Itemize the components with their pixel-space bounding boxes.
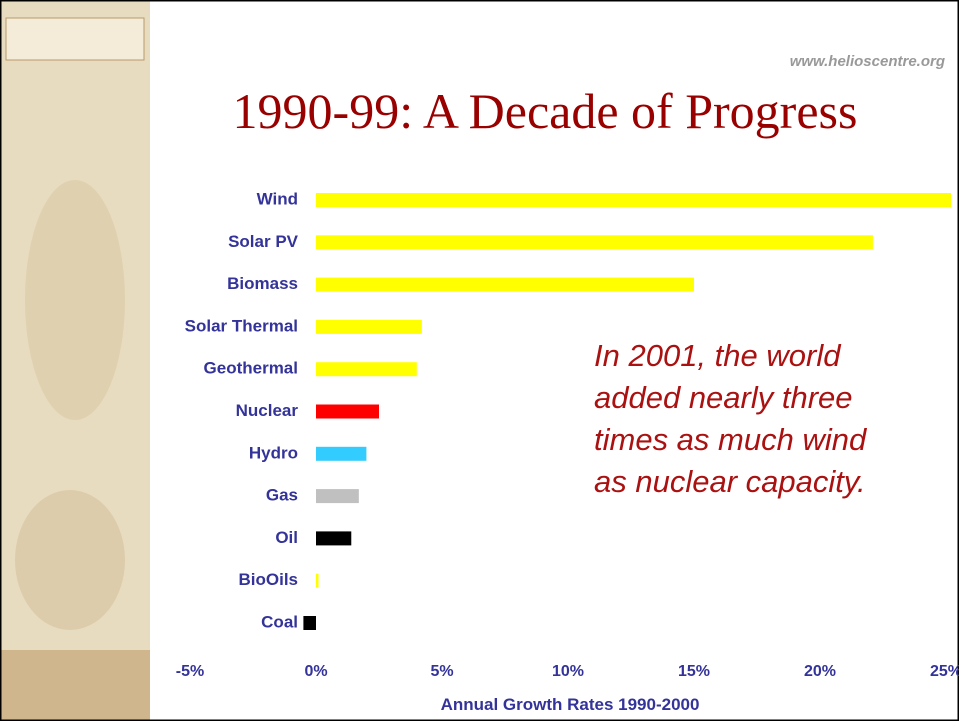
bar (316, 573, 319, 588)
y-tick-label: Solar Thermal (185, 316, 298, 335)
annotation: times as much wind (594, 422, 868, 457)
x-tick-label: 10% (552, 663, 584, 680)
chart-title: 1990-99: A Decade of Progress (233, 83, 858, 139)
bar (316, 489, 359, 504)
x-tick-label: 25% (930, 663, 959, 680)
logo (5, 17, 145, 61)
y-tick-label: BioOils (238, 570, 298, 589)
sidebar-art (15, 490, 125, 630)
annotation: In 2001, the world (594, 338, 842, 373)
y-tick-label: Hydro (249, 443, 298, 462)
y-tick-label: Geothermal (204, 359, 298, 378)
y-tick-label: Biomass (227, 274, 298, 293)
y-tick-label: Coal (261, 612, 298, 631)
annotation: added nearly three (594, 380, 853, 415)
x-tick-label: 5% (430, 663, 453, 680)
site-url: www.helioscentre.org (790, 53, 945, 70)
y-tick-label: Gas (266, 486, 298, 505)
y-tick-label: Wind (257, 189, 298, 208)
x-tick-label: 20% (804, 663, 836, 680)
bar (316, 446, 367, 461)
x-tick-label: -5% (176, 663, 204, 680)
y-tick-label: Oil (275, 528, 298, 547)
bar (316, 531, 352, 546)
sidebar-footer (0, 650, 150, 721)
y-tick-label: Solar PV (228, 232, 299, 251)
bar (316, 193, 952, 207)
x-tick-label: 0% (304, 663, 327, 680)
sidebar-art (25, 180, 125, 420)
bar (316, 404, 379, 419)
bar (316, 319, 422, 334)
bar (316, 277, 694, 292)
bar (316, 362, 417, 377)
bar (303, 616, 316, 630)
bar (316, 235, 873, 250)
y-tick-label: Nuclear (236, 401, 299, 420)
x-tick-label: 15% (678, 663, 710, 680)
annotation: as nuclear capacity. (594, 464, 866, 499)
x-axis-label: Annual Growth Rates 1990-2000 (441, 695, 700, 714)
